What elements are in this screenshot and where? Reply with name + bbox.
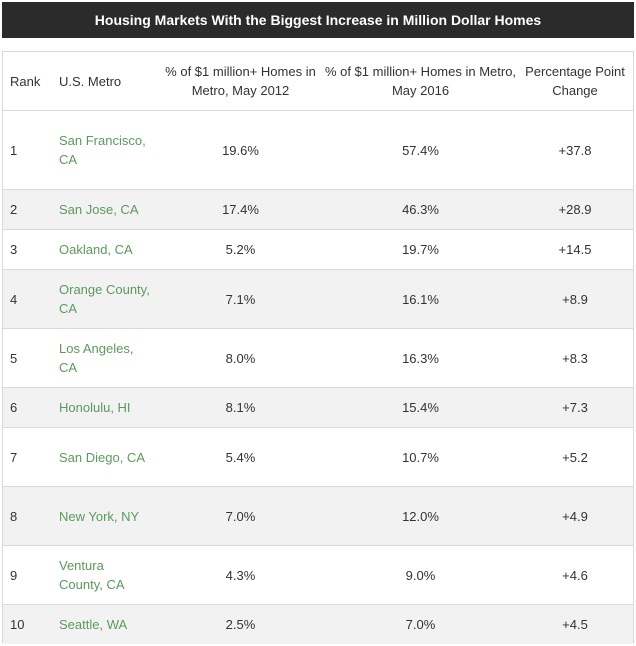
change-cell: +28.9 [517, 189, 633, 230]
chart-title: Housing Markets With the Biggest Increas… [2, 2, 634, 38]
rank-cell: 9 [3, 545, 59, 605]
pct-2012-cell: 4.3% [157, 545, 324, 605]
pct-2016-cell: 16.3% [324, 328, 517, 388]
metro-link[interactable]: San Diego, CA [59, 427, 157, 487]
change-cell: +8.9 [517, 269, 633, 329]
column-header-rank: Rank [3, 52, 59, 111]
change-cell: +14.5 [517, 229, 633, 270]
pct-2016-cell: 15.4% [324, 387, 517, 428]
change-cell: +7.3 [517, 387, 633, 428]
metro-link[interactable]: Ventura County, CA [59, 545, 157, 605]
pct-2016-cell: 46.3% [324, 189, 517, 230]
pct-2012-cell: 8.1% [157, 387, 324, 428]
pct-2012-cell: 19.6% [157, 110, 324, 190]
pct-2012-cell: 5.4% [157, 427, 324, 487]
table-header-row: Rank U.S. Metro % of $1 million+ Homes i… [3, 52, 633, 111]
rank-cell: 5 [3, 328, 59, 388]
metro-link[interactable]: Orange County, CA [59, 269, 157, 329]
pct-2012-cell: 7.1% [157, 269, 324, 329]
metro-link[interactable]: Seattle, WA [59, 604, 157, 644]
rank-cell: 10 [3, 604, 59, 644]
table-row: 6 Honolulu, HI 8.1% 15.4% +7.3 [3, 387, 633, 428]
change-cell: +5.2 [517, 427, 633, 487]
table-row: 5 Los Angeles, CA 8.0% 16.3% +8.3 [3, 328, 633, 388]
change-cell: +4.5 [517, 604, 633, 644]
table-row: 1 San Francisco, CA 19.6% 57.4% +37.8 [3, 110, 633, 190]
rank-cell: 8 [3, 486, 59, 546]
metro-link[interactable]: Los Angeles, CA [59, 328, 157, 388]
data-table: Rank U.S. Metro % of $1 million+ Homes i… [3, 52, 633, 644]
pct-2012-cell: 8.0% [157, 328, 324, 388]
table-row: 7 San Diego, CA 5.4% 10.7% +5.2 [3, 427, 633, 487]
column-header-2012: % of $1 million+ Homes in Metro, May 201… [157, 52, 324, 111]
metro-link[interactable]: San Jose, CA [59, 189, 157, 230]
pct-2016-cell: 16.1% [324, 269, 517, 329]
pct-2016-cell: 57.4% [324, 110, 517, 190]
table-row: 10 Seattle, WA 2.5% 7.0% +4.5 [3, 604, 633, 644]
rank-cell: 4 [3, 269, 59, 329]
rank-cell: 2 [3, 189, 59, 230]
table-row: 2 San Jose, CA 17.4% 46.3% +28.9 [3, 189, 633, 230]
column-header-metro: U.S. Metro [59, 52, 157, 111]
pct-2012-cell: 2.5% [157, 604, 324, 644]
pct-2016-cell: 9.0% [324, 545, 517, 605]
change-cell: +37.8 [517, 110, 633, 190]
data-table-container: Rank U.S. Metro % of $1 million+ Homes i… [2, 51, 634, 644]
metro-link[interactable]: New York, NY [59, 486, 157, 546]
change-cell: +4.9 [517, 486, 633, 546]
metro-link[interactable]: Honolulu, HI [59, 387, 157, 428]
pct-2016-cell: 7.0% [324, 604, 517, 644]
metro-link[interactable]: Oakland, CA [59, 229, 157, 270]
pct-2012-cell: 5.2% [157, 229, 324, 270]
table-row: 4 Orange County, CA 7.1% 16.1% +8.9 [3, 269, 633, 329]
pct-2012-cell: 7.0% [157, 486, 324, 546]
table-row: 8 New York, NY 7.0% 12.0% +4.9 [3, 486, 633, 546]
metro-link[interactable]: San Francisco, CA [59, 110, 157, 190]
rank-cell: 7 [3, 427, 59, 487]
column-header-2016: % of $1 million+ Homes in Metro, May 201… [324, 52, 517, 111]
pct-2016-cell: 19.7% [324, 229, 517, 270]
pct-2016-cell: 12.0% [324, 486, 517, 546]
change-cell: +4.6 [517, 545, 633, 605]
rank-cell: 1 [3, 110, 59, 190]
pct-2016-cell: 10.7% [324, 427, 517, 487]
pct-2012-cell: 17.4% [157, 189, 324, 230]
table-row: 9 Ventura County, CA 4.3% 9.0% +4.6 [3, 545, 633, 605]
column-header-change: Percentage Point Change [517, 52, 633, 111]
rank-cell: 6 [3, 387, 59, 428]
change-cell: +8.3 [517, 328, 633, 388]
rank-cell: 3 [3, 229, 59, 270]
table-row: 3 Oakland, CA 5.2% 19.7% +14.5 [3, 229, 633, 270]
